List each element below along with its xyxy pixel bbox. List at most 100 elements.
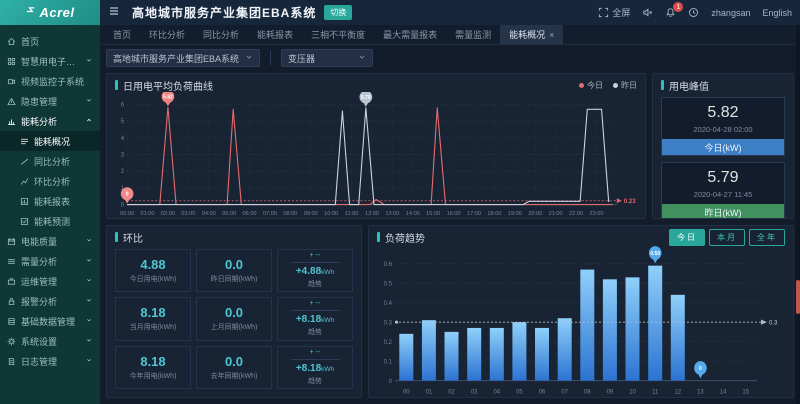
bar-01[interactable] — [421, 320, 436, 381]
bar-06[interactable] — [535, 327, 549, 381]
bar-04[interactable] — [489, 327, 504, 381]
ratio-trend-cell: + -- +8.18kWh 趋势 — [277, 345, 353, 389]
tab-mom-analysis[interactable]: 环比分析 — [140, 25, 194, 44]
sidebar-item-log-management[interactable]: 日志管理 — [0, 351, 100, 371]
device-select[interactable]: 变压器 — [281, 49, 374, 67]
org-select[interactable]: 高地城市服务产业集团EBA系统 — [106, 49, 261, 67]
bar-02[interactable] — [444, 331, 459, 381]
ratio-previous-cell: 0.0 昨日同期(kWh) — [196, 249, 272, 293]
box-icon — [7, 277, 16, 286]
page-title: 高地城市服务产业集团EBA系统 — [132, 6, 317, 20]
bar-05[interactable] — [512, 322, 527, 381]
sidebar-subitem-energy-forecast[interactable]: 能耗预测 — [0, 211, 100, 231]
legend-item[interactable]: 昨日 — [613, 80, 637, 91]
svg-text:2: 2 — [121, 168, 125, 175]
hamburger-menu-icon[interactable] — [108, 4, 122, 22]
tab-three-phase-unbalance[interactable]: 三相不平衡度 — [302, 25, 374, 44]
mute-button[interactable] — [642, 7, 653, 18]
help-button[interactable] — [688, 7, 699, 18]
scrollbar-thumb[interactable] — [796, 280, 800, 314]
bar-07[interactable] — [557, 318, 572, 381]
notifications-button[interactable]: 1 — [665, 2, 684, 18]
language-switcher[interactable]: English — [762, 7, 792, 18]
doc-icon — [7, 357, 16, 366]
sidebar-item-alarm-analysis[interactable]: 报警分析 — [0, 291, 100, 311]
bar-10[interactable] — [625, 277, 640, 381]
sidebar-item-demand-analysis[interactable]: 需量分析 — [0, 251, 100, 271]
peak-value: 5.82 — [707, 104, 739, 121]
sidebar-item-hazard-management[interactable]: 隐患管理 — [0, 91, 100, 111]
svg-text:20:00: 20:00 — [528, 211, 542, 217]
ratio-current-value: 8.18 — [140, 353, 166, 369]
chart-marker: 0 — [694, 361, 707, 379]
bar-09[interactable] — [602, 279, 617, 381]
fullscreen-button[interactable]: 全屏 — [598, 6, 630, 19]
bar-12[interactable] — [670, 294, 685, 381]
chart-icon — [7, 117, 16, 126]
chevron-down-icon — [85, 336, 93, 346]
tab-label: 能耗报表 — [257, 30, 294, 40]
svg-text:03: 03 — [471, 389, 478, 396]
sidebar-subitem-energy-report[interactable]: 能耗报表 — [0, 191, 100, 211]
sidebar-item-ops-management[interactable]: 运维管理 — [0, 271, 100, 291]
svg-text:0.2: 0.2 — [384, 339, 393, 346]
bar-00[interactable] — [399, 333, 414, 381]
sidebar-subitem-label: 能耗报表 — [34, 196, 71, 207]
svg-text:10:00: 10:00 — [324, 211, 338, 217]
line-icon — [20, 157, 29, 166]
scrollbar-track[interactable] — [796, 25, 800, 404]
ratio-trend-unit: kWh — [321, 317, 335, 325]
tab-energy-report[interactable]: 能耗报表 — [248, 25, 302, 44]
bar-11[interactable] — [648, 265, 663, 381]
bar-03[interactable] — [467, 327, 482, 381]
tab-bar: 首页 环比分析 同比分析 能耗报表 三相不平衡度 最大需量报表 需量监测 能耗概况 × — [100, 25, 800, 45]
ratio-previous-cell: 0.0 上月同期(kWh) — [196, 297, 272, 341]
clock-icon — [689, 8, 699, 17]
ratio-previous-value: 0.0 — [224, 353, 244, 369]
menu-icon — [7, 257, 16, 266]
peak-label-button[interactable]: 昨日(kW) — [662, 204, 784, 218]
svg-text:06:00: 06:00 — [243, 211, 257, 217]
chevron-up-icon — [85, 116, 93, 126]
sidebar-item-energy-analysis[interactable]: 能耗分析 — [0, 111, 100, 131]
sidebar-item-video-monitor-subsystem[interactable]: 视频监控子系统 — [0, 71, 100, 91]
sidebar-subitem-energy-overview[interactable]: 能耗概况 — [0, 131, 100, 151]
sidebar-item-power-quality[interactable]: 电能质量 — [0, 231, 100, 251]
user-menu[interactable]: zhangsan — [711, 8, 750, 18]
sidebar-item-basic-data-management[interactable]: 基础数据管理 — [0, 311, 100, 331]
tab-yoy-analysis[interactable]: 同比分析 — [194, 25, 248, 44]
sidebar-item-system-settings[interactable]: 系统设置 — [0, 331, 100, 351]
sidebar-subitem-mom-analysis[interactable]: 环比分析 — [0, 171, 100, 191]
sidebar-item-smart-power-subsystem[interactable]: 智慧用电子系统 — [0, 51, 100, 71]
switch-button[interactable]: 切换 — [324, 5, 353, 20]
sidebar-subitem-yoy-analysis[interactable]: 同比分析 — [0, 151, 100, 171]
sidebar-item-home[interactable]: 首页 — [0, 31, 100, 51]
svg-text:07: 07 — [561, 389, 568, 396]
ratio-current-value: 4.88 — [140, 257, 166, 273]
tab-close-icon[interactable]: × — [549, 29, 555, 40]
sidebar-item-label: 报警分析 — [21, 296, 58, 307]
trend-button-month[interactable]: 本月 — [709, 228, 745, 246]
svg-text:6: 6 — [121, 101, 125, 108]
sidebar-item-label: 隐患管理 — [21, 96, 58, 107]
svg-text:16:00: 16:00 — [447, 211, 461, 217]
svg-text:02:00: 02:00 — [161, 211, 175, 217]
tab-energy-overview[interactable]: 能耗概况 × — [500, 25, 564, 44]
tab-home[interactable]: 首页 — [104, 25, 140, 44]
tab-demand-monitor[interactable]: 需量监测 — [446, 25, 500, 44]
main-area: 首页 环比分析 同比分析 能耗报表 三相不平衡度 最大需量报表 需量监测 能耗概况 × 高地城市… — [100, 25, 800, 404]
chevron-down-icon — [245, 53, 253, 63]
svg-text:08: 08 — [584, 389, 591, 396]
peak-label-button[interactable]: 今日(kW) — [662, 139, 784, 155]
bar-08[interactable] — [580, 269, 595, 381]
svg-text:00: 00 — [403, 389, 410, 396]
trend-button-today[interactable]: 今日 — [669, 228, 705, 246]
legend-dot — [579, 82, 584, 88]
trend-button-year[interactable]: 全年 — [749, 228, 785, 246]
tab-max-demand-report[interactable]: 最大需量报表 — [374, 25, 446, 44]
ratio-current-label: 今日用电(kWh) — [129, 276, 177, 284]
svg-text:11: 11 — [652, 389, 659, 396]
legend-item[interactable]: 今日 — [579, 80, 603, 91]
ratio-trend-cell: + -- +8.18kWh 趋势 — [277, 297, 353, 341]
svg-text:4: 4 — [121, 135, 125, 142]
